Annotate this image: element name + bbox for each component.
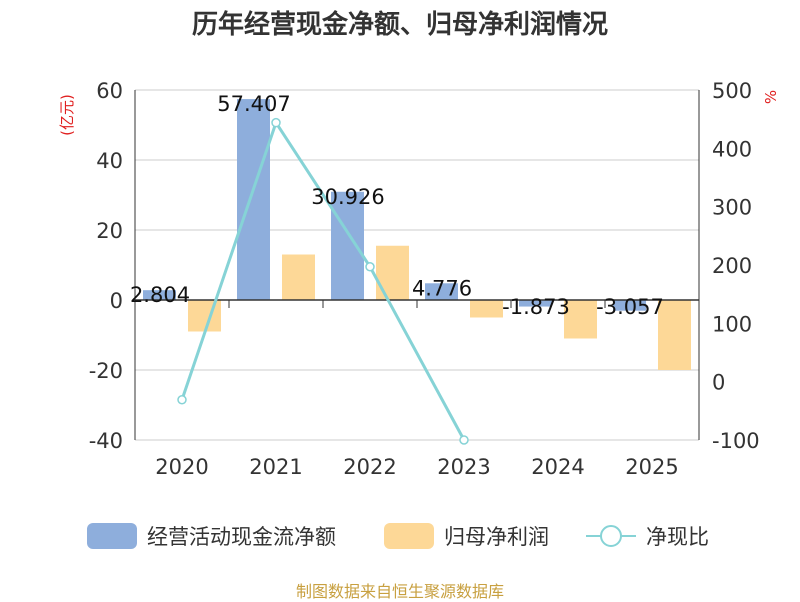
bar-net-profit <box>470 300 503 318</box>
bar-operating-cash-flow <box>237 99 270 300</box>
legend-marker-cash-ratio <box>586 525 636 547</box>
bar-operating-cash-flow <box>331 191 364 300</box>
legend: 经营活动现金流净额 归母净利润 净现比 <box>0 516 800 556</box>
point-cash-ratio <box>365 262 375 272</box>
y-left-tick-label: 40 <box>96 149 123 173</box>
line-cash-ratio <box>180 119 466 441</box>
x-tick-label: 2021 <box>249 455 302 479</box>
bar-net-profit <box>564 300 597 339</box>
y-right-tick-label: 200 <box>712 254 752 278</box>
point-cash-ratio <box>271 117 281 128</box>
bar-operating-cash-flow <box>143 290 176 300</box>
y-left-axis-label: (亿元) <box>58 94 76 136</box>
y-right-tick-label: -100 <box>712 429 760 453</box>
x-tick-label: 2023 <box>437 455 490 479</box>
bar-operating-cash-flow <box>519 300 552 307</box>
legend-label-operating-cash-flow: 经营活动现金流净额 <box>147 525 336 549</box>
y-right-tick-label: 100 <box>712 312 752 336</box>
point-cash-ratio <box>177 395 187 405</box>
bar-net-profit <box>282 254 315 300</box>
bar-net-profit <box>376 245 409 300</box>
legend-swatch-net-profit <box>384 523 434 549</box>
legend-swatch-operating-cash-flow <box>87 523 137 549</box>
x-tick-label: 2025 <box>625 455 678 479</box>
x-tick-label: 2020 <box>155 455 208 479</box>
y-left-tick-label: -20 <box>89 359 123 383</box>
data-label-operating-cash-flow: 30.926 <box>311 185 384 209</box>
y-right-axis-label: % <box>762 90 780 104</box>
data-label-operating-cash-flow: -1.873 <box>502 295 570 319</box>
data-label-operating-cash-flow: 57.407 <box>217 92 290 116</box>
data-label-operating-cash-flow: -3.057 <box>596 295 664 319</box>
y-left-tick-label: 60 <box>96 79 123 103</box>
bar-net-profit <box>658 300 691 370</box>
legend-item-operating-cash-flow[interactable]: 经营活动现金流净额 <box>87 516 336 556</box>
data-label-operating-cash-flow: 2.804 <box>130 283 190 307</box>
x-tick-label: 2024 <box>531 455 584 479</box>
bar-operating-cash-flow <box>613 300 646 311</box>
y-right-tick-label: 500 <box>712 79 752 103</box>
y-left-tick-label: -40 <box>89 429 123 453</box>
data-label-operating-cash-flow: 4.776 <box>412 276 472 300</box>
data-source-note: 制图数据来自恒生聚源数据库 <box>295 582 504 601</box>
legend-item-cash-ratio[interactable]: 净现比 <box>586 516 709 556</box>
x-tick-label: 2022 <box>343 455 396 479</box>
y-left-tick-label: 20 <box>96 219 123 243</box>
bar-net-profit <box>188 300 221 332</box>
y-right-tick-label: 0 <box>712 371 725 395</box>
y-right-tick-label: 300 <box>712 196 752 220</box>
y-right-tick-label: 400 <box>712 137 752 161</box>
legend-label-cash-ratio: 净现比 <box>646 525 709 549</box>
legend-item-net-profit[interactable]: 归母净利润 <box>384 516 549 556</box>
point-cash-ratio <box>459 435 469 445</box>
chart-title: 历年经营现金净额、归母净利润情况 <box>191 10 608 40</box>
legend-label-net-profit: 归母净利润 <box>444 525 549 549</box>
bar-operating-cash-flow <box>425 283 458 300</box>
y-left-tick-label: 0 <box>110 289 123 313</box>
